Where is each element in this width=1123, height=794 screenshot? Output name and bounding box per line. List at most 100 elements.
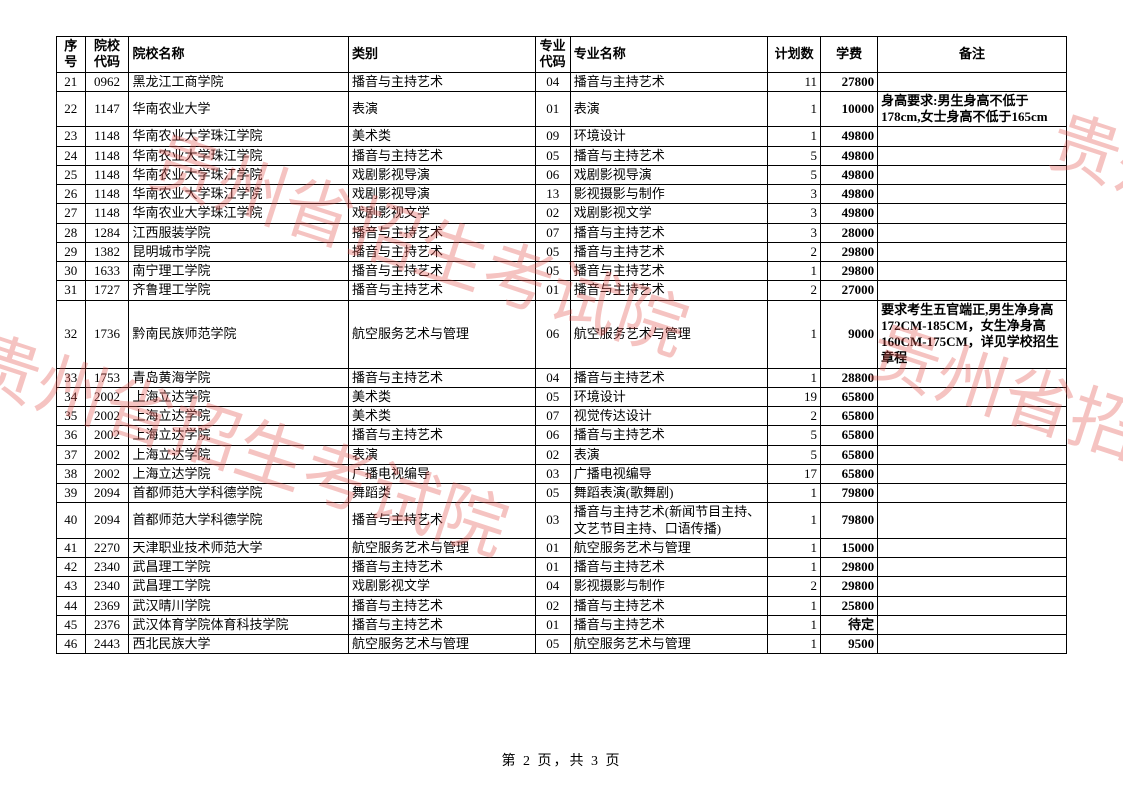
cell-fee: 29800 [821,262,878,281]
cell-mcode: 05 [535,262,570,281]
cell-major: 播音与主持艺术 [570,558,768,577]
cell-code: 1753 [85,368,129,387]
col-name: 院校名称 [129,37,349,73]
col-mcode: 专业代码 [535,37,570,73]
cell-seq: 46 [57,635,86,654]
cell-mcode: 04 [535,577,570,596]
cell-seq: 31 [57,281,86,300]
cell-plan: 2 [768,407,821,426]
cell-seq: 40 [57,503,86,539]
cell-code: 2094 [85,484,129,503]
cell-note [878,577,1067,596]
cell-major: 环境设计 [570,127,768,146]
cell-mcode: 05 [535,635,570,654]
cell-note [878,281,1067,300]
cell-mcode: 07 [535,407,570,426]
cell-code: 2270 [85,538,129,557]
cell-code: 1736 [85,300,129,368]
col-plan: 计划数 [768,37,821,73]
cell-code: 0962 [85,72,129,91]
cell-code: 2002 [85,445,129,464]
cell-major: 播音与主持艺术 [570,426,768,445]
cell-note [878,464,1067,483]
cell-name: 西北民族大学 [129,635,349,654]
cell-seq: 42 [57,558,86,577]
cell-fee: 29800 [821,558,878,577]
cell-mcode: 05 [535,146,570,165]
table-row: 402094首都师范大学科德学院播音与主持艺术03播音与主持艺术(新闻节目主持、… [57,503,1067,539]
cell-code: 2369 [85,596,129,615]
cell-cat: 播音与主持艺术 [349,262,536,281]
cell-major: 戏剧影视文学 [570,204,768,223]
cell-code: 2340 [85,558,129,577]
cell-name: 江西服装学院 [129,223,349,242]
cell-name: 上海立达学院 [129,445,349,464]
cell-note [878,368,1067,387]
cell-code: 2002 [85,426,129,445]
table-row: 301633南宁理工学院播音与主持艺术05播音与主持艺术129800 [57,262,1067,281]
cell-code: 1633 [85,262,129,281]
cell-major: 航空服务艺术与管理 [570,300,768,368]
table-row: 231148华南农业大学珠江学院美术类09环境设计149800 [57,127,1067,146]
cell-mcode: 01 [535,615,570,634]
cell-major: 播音与主持艺术 [570,281,768,300]
cell-major: 播音与主持艺术 [570,72,768,91]
cell-major: 播音与主持艺术 [570,146,768,165]
cell-major: 播音与主持艺术(新闻节目主持、文艺节目主持、口语传播) [570,503,768,539]
cell-seq: 32 [57,300,86,368]
col-seq: 序号 [57,37,86,73]
cell-cat: 播音与主持艺术 [349,558,536,577]
page-footer: 第 2 页，共 3 页 [0,750,1123,770]
cell-fee: 65800 [821,387,878,406]
cell-mcode: 09 [535,127,570,146]
cell-cat: 航空服务艺术与管理 [349,300,536,368]
cell-name: 黑龙江工商学院 [129,72,349,91]
cell-fee: 28800 [821,368,878,387]
cell-plan: 1 [768,262,821,281]
cell-fee: 65800 [821,445,878,464]
table-row: 331753青岛黄海学院播音与主持艺术04播音与主持艺术128800 [57,368,1067,387]
cell-major: 播音与主持艺术 [570,615,768,634]
cell-note [878,484,1067,503]
cell-fee: 10000 [821,91,878,127]
table-row: 281284江西服装学院播音与主持艺术07播音与主持艺术328000 [57,223,1067,242]
cell-code: 1148 [85,185,129,204]
cell-name: 华南农业大学珠江学院 [129,185,349,204]
cell-mcode: 06 [535,300,570,368]
cell-cat: 表演 [349,445,536,464]
cell-mcode: 01 [535,538,570,557]
cell-fee: 49800 [821,204,878,223]
cell-code: 1148 [85,127,129,146]
table-row: 241148华南农业大学珠江学院播音与主持艺术05播音与主持艺术549800 [57,146,1067,165]
table-row: 382002上海立达学院广播电视编导03广播电视编导1765800 [57,464,1067,483]
cell-cat: 表演 [349,91,536,127]
cell-name: 武汉晴川学院 [129,596,349,615]
cell-fee: 9000 [821,300,878,368]
cell-mcode: 03 [535,464,570,483]
cell-seq: 23 [57,127,86,146]
cell-seq: 27 [57,204,86,223]
cell-name: 华南农业大学珠江学院 [129,204,349,223]
cell-mcode: 05 [535,242,570,261]
cell-note: 身高要求:男生身高不低于178cm,女士身高不低于165cm [878,91,1067,127]
table-row: 452376武汉体育学院体育科技学院播音与主持艺术01播音与主持艺术1待定 [57,615,1067,634]
cell-plan: 3 [768,185,821,204]
cell-cat: 播音与主持艺术 [349,242,536,261]
cell-cat: 美术类 [349,387,536,406]
cell-plan: 3 [768,223,821,242]
cell-fee: 79800 [821,503,878,539]
cell-code: 2443 [85,635,129,654]
cell-plan: 2 [768,281,821,300]
cell-code: 2002 [85,464,129,483]
cell-plan: 3 [768,204,821,223]
cell-fee: 49800 [821,165,878,184]
cell-fee: 29800 [821,577,878,596]
cell-cat: 播音与主持艺术 [349,426,536,445]
cell-major: 播音与主持艺术 [570,242,768,261]
cell-code: 2002 [85,387,129,406]
cell-major: 表演 [570,445,768,464]
cell-seq: 29 [57,242,86,261]
cell-plan: 11 [768,72,821,91]
cell-cat: 播音与主持艺术 [349,368,536,387]
cell-cat: 戏剧影视导演 [349,165,536,184]
